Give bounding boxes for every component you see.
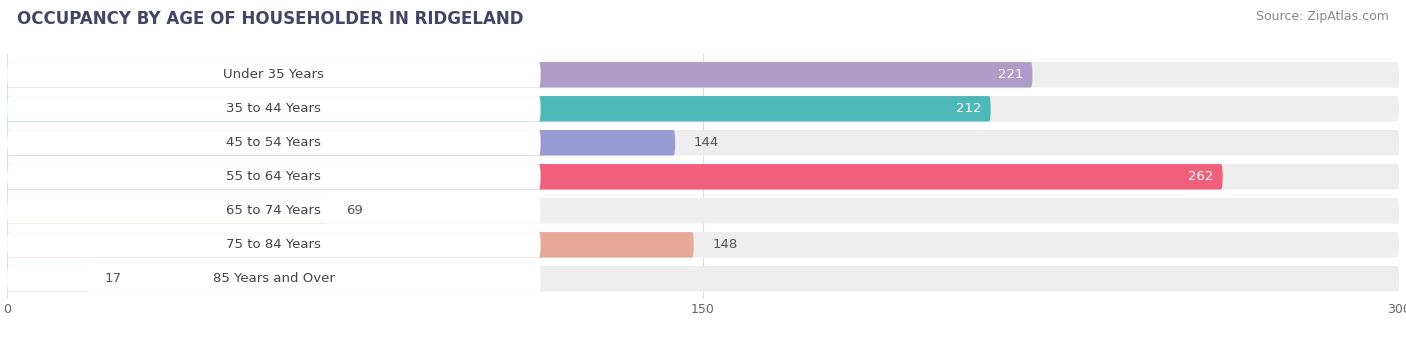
FancyBboxPatch shape <box>7 96 540 122</box>
FancyBboxPatch shape <box>7 198 328 224</box>
FancyBboxPatch shape <box>7 232 1399 258</box>
FancyBboxPatch shape <box>7 62 1399 88</box>
FancyBboxPatch shape <box>7 164 1399 190</box>
FancyBboxPatch shape <box>7 266 86 292</box>
FancyBboxPatch shape <box>7 96 991 122</box>
Text: 69: 69 <box>346 204 363 217</box>
FancyBboxPatch shape <box>7 232 693 258</box>
FancyBboxPatch shape <box>7 266 540 292</box>
FancyBboxPatch shape <box>7 130 1399 156</box>
Text: 45 to 54 Years: 45 to 54 Years <box>226 136 321 149</box>
FancyBboxPatch shape <box>7 198 1399 224</box>
FancyBboxPatch shape <box>7 96 1399 122</box>
Text: Under 35 Years: Under 35 Years <box>224 68 325 81</box>
Text: 55 to 64 Years: 55 to 64 Years <box>226 170 321 183</box>
Text: 221: 221 <box>998 68 1024 81</box>
Text: 144: 144 <box>693 136 718 149</box>
Text: 148: 148 <box>713 238 738 251</box>
Text: 212: 212 <box>956 102 981 115</box>
FancyBboxPatch shape <box>7 232 540 258</box>
FancyBboxPatch shape <box>7 266 1399 292</box>
FancyBboxPatch shape <box>7 130 675 156</box>
Text: OCCUPANCY BY AGE OF HOUSEHOLDER IN RIDGELAND: OCCUPANCY BY AGE OF HOUSEHOLDER IN RIDGE… <box>17 10 523 28</box>
Text: 35 to 44 Years: 35 to 44 Years <box>226 102 321 115</box>
Text: 75 to 84 Years: 75 to 84 Years <box>226 238 321 251</box>
Text: Source: ZipAtlas.com: Source: ZipAtlas.com <box>1256 10 1389 23</box>
FancyBboxPatch shape <box>7 164 540 190</box>
Text: 17: 17 <box>104 272 121 285</box>
FancyBboxPatch shape <box>7 164 1223 190</box>
FancyBboxPatch shape <box>7 62 540 88</box>
Text: 85 Years and Over: 85 Years and Over <box>212 272 335 285</box>
FancyBboxPatch shape <box>7 198 540 224</box>
Text: 65 to 74 Years: 65 to 74 Years <box>226 204 321 217</box>
FancyBboxPatch shape <box>7 130 540 156</box>
FancyBboxPatch shape <box>7 62 1032 88</box>
Text: 262: 262 <box>1188 170 1213 183</box>
